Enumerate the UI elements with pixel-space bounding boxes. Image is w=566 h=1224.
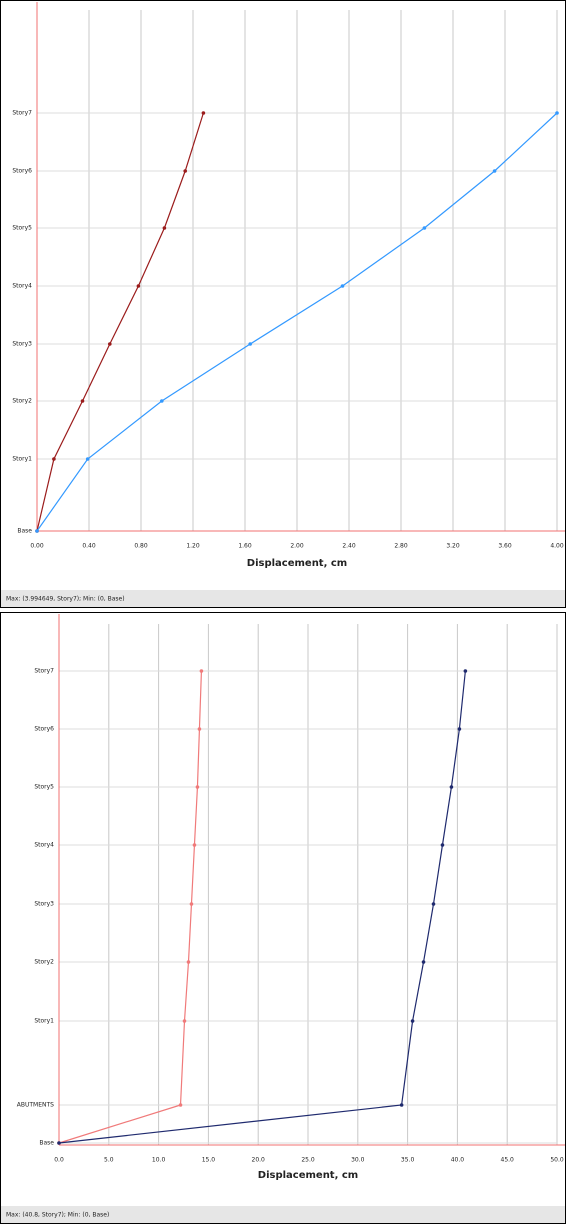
- point: [197, 727, 202, 731]
- series-line: [36, 112, 558, 532]
- point: [421, 960, 426, 964]
- point: [201, 111, 206, 115]
- point: [431, 902, 436, 906]
- point: [340, 284, 345, 288]
- point: [178, 1103, 183, 1107]
- point: [195, 785, 200, 789]
- x-tick-label: 10.0: [152, 1157, 166, 1164]
- y-tick-label: Story5: [12, 225, 32, 232]
- x-tick-label: 4.00: [550, 543, 564, 550]
- x-tick-label: 0.40: [82, 543, 96, 550]
- point: [422, 226, 427, 230]
- chart-frame: [0, 612, 566, 1224]
- y-tick-label: Story3: [34, 901, 54, 908]
- point: [192, 843, 197, 847]
- point: [182, 1019, 187, 1023]
- x-tick-label: 45.0: [501, 1157, 515, 1164]
- x-tick-label: 40.0: [451, 1157, 465, 1164]
- y-tick-label: Base: [17, 528, 32, 535]
- x-tick-label: 15.0: [202, 1157, 216, 1164]
- point: [162, 226, 167, 230]
- x-tick-label: 1.60: [238, 543, 252, 550]
- y-tick-label: Base: [39, 1140, 54, 1147]
- point: [410, 1019, 415, 1023]
- y-tick-label: Story6: [12, 168, 32, 175]
- y-tick-label: Story2: [12, 398, 32, 405]
- status-text: Max: (3.994649, Story7); Min: (0, Base): [6, 596, 125, 603]
- point: [555, 111, 559, 115]
- point: [492, 169, 497, 173]
- x-tick-label: 35.0: [401, 1157, 415, 1164]
- status-text: Max: (40.8, Story7); Min: (0, Base): [6, 1212, 109, 1219]
- point: [85, 457, 90, 461]
- y-tick-label: Story6: [34, 726, 54, 733]
- x-axis-label: Displacement, cm: [258, 1170, 358, 1181]
- series-line: [36, 112, 204, 532]
- y-tick-label: Story4: [34, 842, 54, 849]
- y-tick-label: Story7: [12, 110, 32, 117]
- point: [183, 169, 187, 173]
- x-tick-label: 30.0: [351, 1157, 365, 1164]
- point: [35, 529, 39, 533]
- point: [199, 669, 204, 673]
- point: [57, 1141, 61, 1145]
- x-tick-label: 3.20: [446, 543, 460, 550]
- y-tick-label: Story1: [34, 1018, 54, 1025]
- x-tick-label: 2.40: [342, 543, 356, 550]
- x-tick-label: 20.0: [252, 1157, 266, 1164]
- point: [186, 960, 191, 964]
- point: [449, 785, 454, 789]
- point: [108, 342, 112, 346]
- point: [52, 457, 56, 461]
- x-tick-label: 5.0: [104, 1157, 114, 1164]
- point: [160, 399, 164, 403]
- x-tick-label: 2.00: [290, 543, 304, 550]
- point: [80, 399, 85, 403]
- y-tick-label: ABUTMENTS: [17, 1102, 54, 1109]
- point: [248, 342, 252, 346]
- x-tick-label: 0.00: [30, 543, 44, 550]
- point: [189, 902, 194, 906]
- x-tick-label: 50.0: [550, 1157, 564, 1164]
- x-tick-label: 1.20: [186, 543, 200, 550]
- x-tick-label: 2.80: [394, 543, 408, 550]
- chart-frame: [0, 0, 566, 608]
- x-tick-label: 3.60: [498, 543, 512, 550]
- point: [136, 284, 141, 288]
- x-tick-label: 0.80: [134, 543, 148, 550]
- point: [457, 727, 462, 731]
- point: [440, 843, 445, 847]
- x-axis-label: Displacement, cm: [247, 558, 347, 569]
- x-tick-label: 25.0: [301, 1157, 315, 1164]
- status-bar: [1, 1206, 565, 1223]
- y-tick-label: Story7: [34, 668, 54, 675]
- y-tick-label: Story3: [12, 341, 32, 348]
- y-tick-label: Story4: [12, 283, 32, 290]
- x-tick-label: 0.0: [54, 1157, 64, 1164]
- point: [399, 1103, 404, 1107]
- point: [463, 669, 468, 673]
- y-tick-label: Story2: [34, 959, 54, 966]
- status-bar: [1, 590, 565, 607]
- y-tick-label: Story1: [12, 456, 32, 463]
- y-tick-label: Story5: [34, 784, 54, 791]
